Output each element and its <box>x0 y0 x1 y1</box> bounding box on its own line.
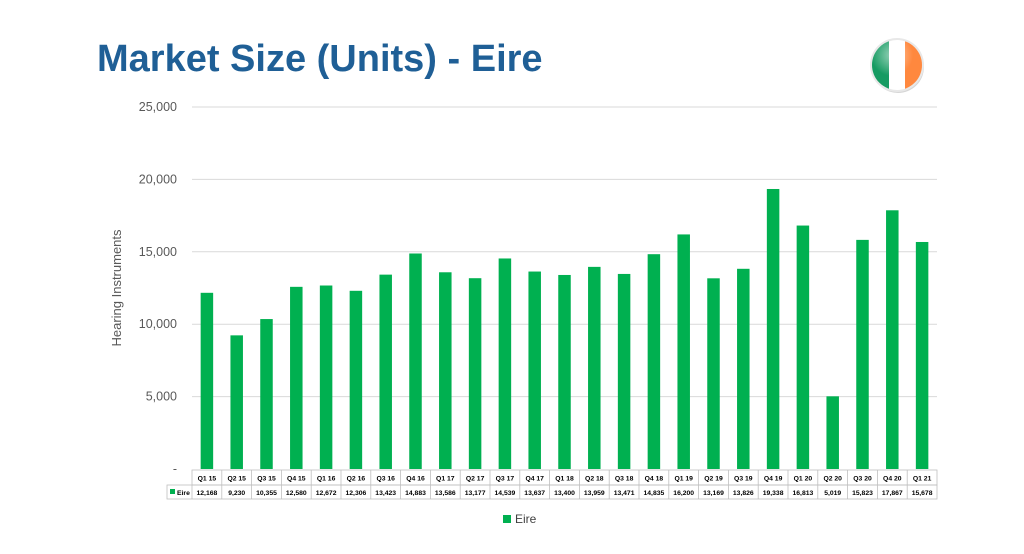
x-tick-label: Q4 18 <box>645 476 664 483</box>
bar-q2-20 <box>826 396 839 469</box>
x-tick-label: Q2 18 <box>585 476 604 483</box>
x-tick-label: Q1 21 <box>913 476 932 483</box>
bar-q3-15 <box>260 319 273 469</box>
data-label: 12,580 <box>286 490 307 497</box>
x-tick-label: Q2 15 <box>227 476 246 483</box>
table-value-row <box>166 484 938 500</box>
y-axis-ticks: - 5,000 10,000 15,000 20,000 25,000 <box>139 100 177 476</box>
bar-q2-19 <box>707 278 720 469</box>
x-tick-label: Q4 19 <box>764 476 783 483</box>
bar-q2-18 <box>588 266 601 469</box>
table-legend-swatch <box>170 489 175 494</box>
data-label: 10,355 <box>256 490 277 497</box>
bar-q1-15 <box>200 292 214 469</box>
x-tick-label: Q1 19 <box>674 476 693 483</box>
x-tick-label: Q3 17 <box>496 476 515 483</box>
data-label: 14,539 <box>495 490 516 497</box>
x-tick-label: Q1 20 <box>794 476 813 483</box>
x-tick-label: Q1 18 <box>555 476 574 483</box>
y-tick-label: 15,000 <box>139 245 177 259</box>
data-label: 12,168 <box>197 490 218 497</box>
x-tick-label: Q3 16 <box>376 476 395 483</box>
legend: Eire <box>503 512 537 526</box>
x-tick-label: Q4 15 <box>287 476 306 483</box>
y-tick-label: - <box>173 462 177 476</box>
bar-q1-18 <box>558 274 571 469</box>
data-label: 19,338 <box>763 490 784 497</box>
data-label: 16,813 <box>793 490 814 497</box>
x-tick-label: Q4 17 <box>525 476 544 483</box>
bar-q1-21 <box>915 241 929 469</box>
y-tick-label: 10,000 <box>139 317 177 331</box>
x-tick-label: Q3 19 <box>734 476 753 483</box>
bar-q2-15 <box>230 335 243 469</box>
data-label: 14,835 <box>644 490 665 497</box>
data-label: 14,883 <box>405 490 426 497</box>
bar-q4-17 <box>528 271 541 469</box>
slide-title: Market Size (Units) - Eire <box>97 38 543 80</box>
data-label: 13,637 <box>524 490 545 497</box>
data-table: Q1 15 12,168 Q2 15 9,230 Q3 15 10,355 Q4 15 12,… <box>166 469 938 500</box>
data-label: 13,826 <box>733 490 754 497</box>
x-tick-label: Q2 17 <box>466 476 485 483</box>
bar-q4-18 <box>647 254 661 469</box>
bar-q4-19 <box>766 188 780 469</box>
bar-q3-17 <box>498 258 512 469</box>
x-tick-label: Q3 18 <box>615 476 634 483</box>
bar-q4-20 <box>886 210 899 470</box>
bar-q1-16 <box>319 285 333 469</box>
bar-q3-18 <box>617 273 631 469</box>
data-label: 13,959 <box>584 490 605 497</box>
data-label: 15,823 <box>852 490 873 497</box>
x-tick-label: Q4 16 <box>406 476 425 483</box>
bar-q1-20 <box>796 225 810 469</box>
bar-q4-16 <box>409 253 422 469</box>
data-label: 16,200 <box>673 490 694 497</box>
bar-q1-19 <box>677 234 690 469</box>
data-label: 13,169 <box>703 490 724 497</box>
x-tick-label: Q3 15 <box>257 476 276 483</box>
ireland-flag-icon <box>870 38 924 93</box>
y-tick-label: 25,000 <box>139 100 177 114</box>
data-label: 13,586 <box>435 490 456 497</box>
bar-q1-17 <box>439 272 452 469</box>
x-tick-label: Q4 20 <box>883 476 902 483</box>
y-tick-label: 5,000 <box>146 390 177 404</box>
y-axis-label: Hearing Instruments <box>109 229 124 347</box>
bars <box>200 188 929 470</box>
bar-q3-20 <box>856 239 869 469</box>
data-label: 12,672 <box>316 490 337 497</box>
x-tick-label: Q3 20 <box>853 476 872 483</box>
data-label: 13,471 <box>614 490 635 497</box>
y-tick-label: 20,000 <box>139 172 177 186</box>
data-label: 15,678 <box>912 490 933 497</box>
bar-q4-15 <box>290 286 303 469</box>
data-label: 5,019 <box>824 490 841 497</box>
legend-swatch <box>503 515 511 523</box>
data-label: 12,306 <box>346 490 367 497</box>
x-tick-label: Q1 16 <box>317 476 336 483</box>
x-tick-label: Q2 20 <box>823 476 842 483</box>
data-label: 9,230 <box>228 490 245 497</box>
data-label: 13,423 <box>375 490 396 497</box>
x-tick-label: Q1 17 <box>436 476 455 483</box>
table-series-name: Eire <box>177 490 190 497</box>
bar-q3-16 <box>379 274 392 469</box>
data-label: 13,177 <box>465 490 486 497</box>
x-tick-label: Q2 19 <box>704 476 723 483</box>
data-label: 13,400 <box>554 490 575 497</box>
legend-label: Eire <box>515 512 537 526</box>
bar-q3-19 <box>737 268 750 469</box>
data-label: 17,867 <box>882 490 903 497</box>
x-tick-label: Q2 16 <box>347 476 366 483</box>
bar-q2-17 <box>468 278 482 469</box>
bar-q2-16 <box>349 290 363 469</box>
x-tick-label: Q1 15 <box>198 476 217 483</box>
